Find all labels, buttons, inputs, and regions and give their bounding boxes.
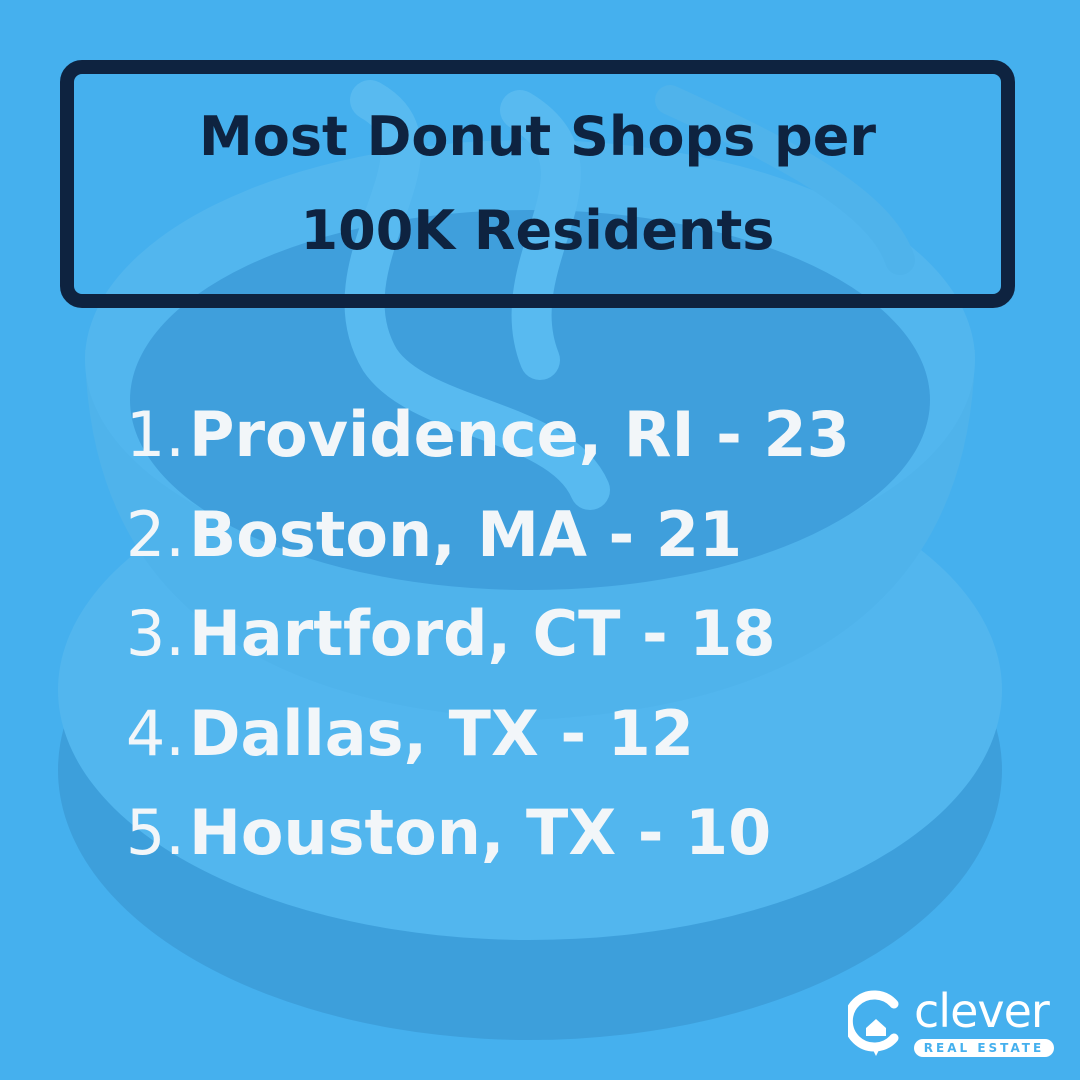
title-box: Most Donut Shops per 100K Residents	[60, 60, 1015, 308]
ranked-list: 1. Providence, RI - 23 2. Boston, MA - 21 3.…	[100, 385, 850, 883]
list-row: 1. Providence, RI - 23	[100, 385, 850, 485]
steam	[344, 80, 610, 510]
logo-name: clever	[914, 984, 1050, 1038]
steam	[655, 85, 915, 275]
rank-number: 2.	[125, 497, 185, 571]
rank-number: 4.	[125, 696, 185, 770]
rank-number: 1.	[125, 398, 185, 471]
list-row: 5. Houston, TX - 10	[100, 783, 850, 883]
title-line: Most Donut Shops per	[199, 105, 876, 168]
list-row: 2. Boston, MA - 21	[100, 485, 850, 585]
list-row: 3. Hartford, CT - 18	[100, 584, 850, 684]
logo: clever REAL ESTATE	[848, 984, 1058, 1060]
list-item-text: Hartford, CT - 18	[189, 597, 776, 670]
list-item-text: Providence, RI - 23	[189, 398, 850, 471]
list-item-text: Houston, TX - 10	[189, 796, 772, 869]
list-item-text: Boston, MA - 21	[189, 497, 743, 571]
logo-icon	[848, 990, 899, 1056]
list-row: 4. Dallas, TX - 12	[100, 684, 850, 784]
rank-number: 5.	[125, 796, 185, 869]
logo-tagline: REAL ESTATE	[914, 1039, 1054, 1057]
list-item-text: Dallas, TX - 12	[189, 696, 694, 770]
title-line: 100K Residents	[300, 199, 775, 262]
steam	[500, 90, 581, 380]
rank-number: 3.	[125, 597, 185, 670]
